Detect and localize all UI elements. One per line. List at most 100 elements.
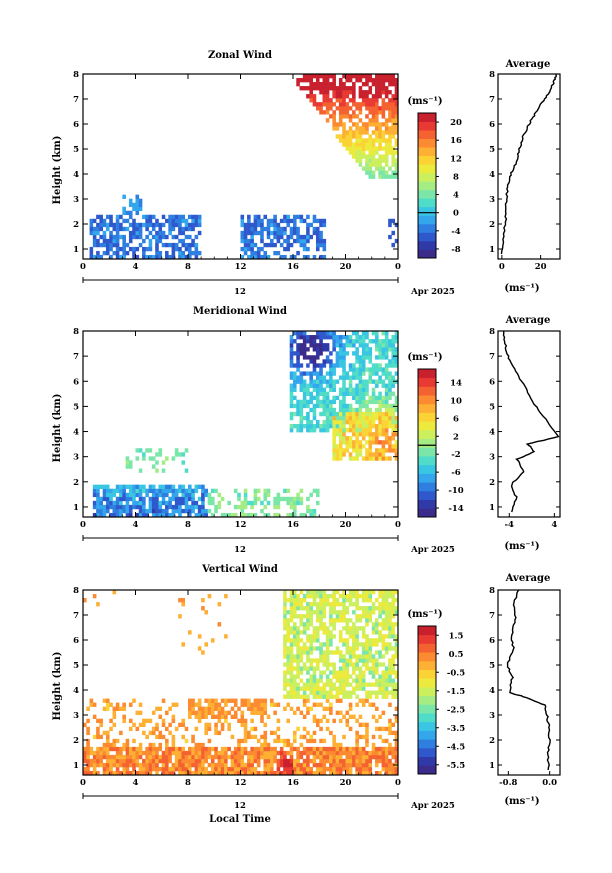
heatmap-cell [207,508,212,514]
heatmap-cell [230,734,235,740]
y-axis-label: Height (km) [52,652,63,721]
heatmap-cell [384,618,389,623]
heatmap-cell [329,762,333,768]
heatmap-cell [391,646,396,651]
heatmap-cell [237,718,241,724]
heatmap-cell [299,343,304,348]
heatmap-cell [384,646,389,651]
heatmap-cell [342,598,346,603]
x-axis-label: Local Time [209,814,271,825]
heatmap-cell [345,622,350,627]
heatmap-cell [352,339,356,344]
heatmap-cell [315,590,320,595]
heatmap-cell [375,770,379,776]
heatmap-cell [128,758,133,764]
heatmap-cell [194,242,199,248]
heatmap-cell [368,666,373,671]
heatmap-cell [247,218,251,224]
heatmap-cell [293,331,297,336]
profile-y-tick-label: 4 [489,686,495,696]
heatmap-cell [174,746,179,752]
heatmap-cell [155,496,159,502]
heatmap-cell [296,234,300,240]
heatmap-cell [302,646,307,651]
heatmap-cell [165,500,169,506]
heatmap-cell [119,730,123,736]
heatmap-cell [230,762,235,768]
heatmap-cell [273,710,277,715]
heatmap-cell [224,698,228,703]
heatmap-cell [201,598,205,603]
heatmap-cell [365,654,369,659]
heatmap-cell [361,758,366,764]
heatmap-cell [394,238,399,244]
heatmap-cell [240,508,245,514]
heatmap-cell [122,242,126,248]
heatmap-cell [286,758,291,764]
heatmap-cell [178,230,182,236]
heatmap-cell [230,698,235,703]
heatmap-cell [361,98,366,103]
heatmap-cell [270,242,274,248]
heatmap-cell [145,218,149,224]
heatmap-cell [338,762,343,768]
heatmap-cell [286,750,291,756]
heatmap-cell [365,642,369,647]
heatmap-cell [256,246,261,252]
heatmap-cell [266,762,271,768]
heatmap-cell [286,770,291,776]
heatmap-cell [188,766,192,772]
heatmap-cell [142,762,146,768]
heatmap-cell [191,754,195,760]
heatmap-cell [174,492,179,498]
heatmap-cell [204,722,208,728]
heatmap-cell [312,387,317,392]
heatmap-cell [391,110,396,115]
heatmap-cell [191,698,195,703]
heatmap-cell [302,650,307,655]
heatmap-cell [302,238,307,244]
heatmap-cell [161,698,166,703]
heatmap-cell [391,626,396,631]
heatmap-cell [371,387,376,392]
heatmap-cell [188,492,192,498]
heatmap-cell [315,690,320,695]
heatmap-cell [391,126,396,131]
heatmap-cell [348,598,353,603]
heatmap-cell [352,415,356,421]
heatmap-cell [306,214,310,220]
heatmap-cell [325,682,330,687]
heatmap-cell [355,642,359,647]
heatmap-cell [302,686,307,691]
heatmap-cell [345,94,350,99]
heatmap-cell [283,214,287,220]
heatmap-cell [315,750,320,756]
heatmap-cell [299,710,304,715]
heatmap-cell [358,452,363,457]
heatmap-cell [161,722,166,728]
heatmap-cell [378,399,382,405]
heatmap-cell [188,222,192,228]
heatmap-cell [227,726,231,732]
heatmap-cell [325,106,330,111]
heatmap-cell [309,614,313,619]
heatmap-cell [312,411,317,417]
heatmap-cell [181,750,186,756]
heatmap-cell [293,363,297,368]
heatmap-cell [119,484,123,489]
heatmap-cell [299,590,304,595]
heatmap-cell [233,698,238,703]
heatmap-cell [352,371,356,376]
heatmap-cell [322,770,327,776]
heatmap-cell [184,770,189,776]
heatmap-cell [302,698,307,703]
heatmap-cell [358,339,363,344]
heatmap-cell [283,758,287,764]
heatmap-cell [384,355,389,360]
heatmap-cell [148,222,153,228]
heatmap-cell [319,606,323,611]
heatmap-cell [358,428,363,433]
heatmap-cells [92,331,399,518]
colorbar-tick-label: 0 [453,209,459,219]
heatmap-cell [371,424,376,429]
